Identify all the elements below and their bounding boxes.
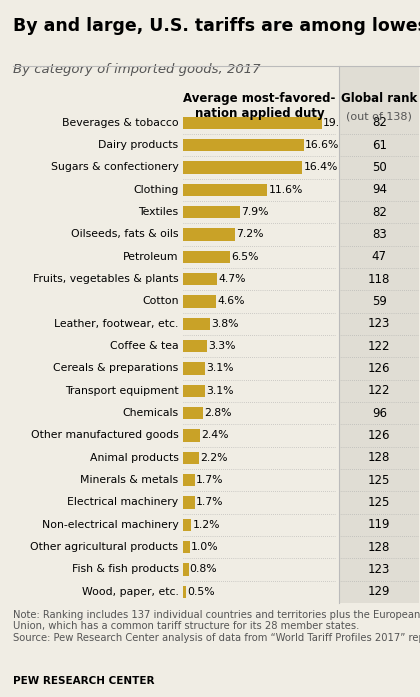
Text: Petroleum: Petroleum: [123, 252, 178, 261]
Bar: [183, 250, 230, 263]
Text: 19.1%: 19.1%: [323, 118, 357, 128]
Bar: [183, 296, 216, 307]
Text: 11.6%: 11.6%: [268, 185, 303, 194]
Text: 7.2%: 7.2%: [236, 229, 264, 239]
Text: 2.2%: 2.2%: [200, 453, 227, 463]
Text: Fish & fish products: Fish & fish products: [71, 565, 178, 574]
Text: 1.0%: 1.0%: [191, 542, 219, 552]
Text: 128: 128: [368, 541, 391, 553]
Text: 0.5%: 0.5%: [187, 587, 215, 597]
Bar: [183, 407, 203, 419]
Bar: [183, 585, 186, 598]
Text: 82: 82: [372, 206, 387, 219]
Text: 4.7%: 4.7%: [218, 274, 246, 284]
Bar: [183, 161, 302, 174]
Text: Clothing: Clothing: [133, 185, 178, 194]
Text: Minerals & metals: Minerals & metals: [80, 475, 178, 485]
Text: Other manufactured goods: Other manufactured goods: [31, 430, 178, 441]
Text: Wood, paper, etc.: Wood, paper, etc.: [81, 587, 178, 597]
Text: 1.7%: 1.7%: [196, 475, 224, 485]
Text: Chemicals: Chemicals: [122, 408, 178, 418]
Text: 2.4%: 2.4%: [201, 430, 229, 441]
Bar: [183, 206, 240, 218]
Bar: [183, 563, 189, 576]
Text: 0.8%: 0.8%: [190, 565, 217, 574]
Text: 50: 50: [372, 161, 387, 174]
Text: Beverages & tobacco: Beverages & tobacco: [62, 118, 178, 128]
Text: Note: Ranking includes 137 individual countries and territories plus the Europea: Note: Ranking includes 137 individual co…: [13, 610, 420, 643]
Text: 128: 128: [368, 451, 391, 464]
Text: 126: 126: [368, 362, 391, 375]
Text: 61: 61: [372, 139, 387, 151]
Text: 3.1%: 3.1%: [206, 385, 234, 396]
Text: 83: 83: [372, 228, 387, 241]
Bar: [183, 273, 217, 285]
Text: 7.9%: 7.9%: [241, 207, 269, 217]
Text: 123: 123: [368, 317, 391, 330]
Text: Textiles: Textiles: [138, 207, 178, 217]
Text: 119: 119: [368, 519, 391, 531]
Bar: [183, 183, 268, 196]
Text: 122: 122: [368, 384, 391, 397]
Text: Oilseeds, fats & oils: Oilseeds, fats & oils: [71, 229, 178, 239]
Bar: [183, 385, 205, 397]
Text: 82: 82: [372, 116, 387, 129]
Text: 96: 96: [372, 406, 387, 420]
Bar: [183, 228, 235, 240]
Text: By category of imported goods, 2017: By category of imported goods, 2017: [13, 63, 260, 76]
Text: 3.3%: 3.3%: [208, 341, 235, 351]
Text: 3.1%: 3.1%: [206, 363, 234, 374]
Text: 126: 126: [368, 429, 391, 442]
Bar: [183, 116, 322, 129]
Text: Cereals & preparations: Cereals & preparations: [53, 363, 178, 374]
Text: Animal products: Animal products: [89, 453, 178, 463]
Text: 129: 129: [368, 585, 391, 598]
Text: (out of 138): (out of 138): [346, 112, 412, 121]
Bar: [183, 318, 210, 330]
Text: 2.8%: 2.8%: [204, 408, 232, 418]
Text: Transport equipment: Transport equipment: [65, 385, 178, 396]
Text: 59: 59: [372, 295, 387, 308]
Text: Leather, footwear, etc.: Leather, footwear, etc.: [54, 319, 178, 329]
Text: 123: 123: [368, 563, 391, 576]
Bar: [183, 519, 192, 531]
Bar: [183, 429, 200, 441]
Text: 125: 125: [368, 496, 391, 509]
Bar: [183, 340, 207, 352]
Text: Sugars & confectionery: Sugars & confectionery: [51, 162, 178, 172]
Bar: [183, 496, 195, 509]
Text: Coffee & tea: Coffee & tea: [110, 341, 178, 351]
Text: 125: 125: [368, 473, 391, 487]
Text: Fruits, vegetables & plants: Fruits, vegetables & plants: [33, 274, 178, 284]
Bar: [183, 452, 199, 464]
Text: Dairy products: Dairy products: [98, 140, 178, 150]
Text: 1.2%: 1.2%: [192, 520, 220, 530]
Text: Non-electrical machinery: Non-electrical machinery: [42, 520, 178, 530]
Text: 118: 118: [368, 273, 391, 286]
Text: Average most-favored-
nation applied duty: Average most-favored- nation applied dut…: [183, 92, 336, 120]
Text: Cotton: Cotton: [142, 296, 178, 307]
Text: Global rank: Global rank: [341, 92, 417, 105]
Text: By and large, U.S. tariffs are among lowest in world: By and large, U.S. tariffs are among low…: [13, 17, 420, 36]
Text: 47: 47: [372, 250, 387, 263]
Text: PEW RESEARCH CENTER: PEW RESEARCH CENTER: [13, 676, 154, 686]
Bar: [183, 474, 195, 487]
Text: 16.4%: 16.4%: [304, 162, 338, 172]
Text: 4.6%: 4.6%: [218, 296, 245, 307]
Text: 3.8%: 3.8%: [212, 319, 239, 329]
Text: Other agricultural products: Other agricultural products: [31, 542, 178, 552]
Bar: [183, 139, 304, 151]
Text: Electrical machinery: Electrical machinery: [67, 498, 178, 507]
Bar: [183, 541, 190, 553]
Text: 94: 94: [372, 183, 387, 196]
Text: 1.7%: 1.7%: [196, 498, 224, 507]
Bar: [183, 362, 205, 374]
Text: 16.6%: 16.6%: [305, 140, 339, 150]
Text: 6.5%: 6.5%: [231, 252, 259, 261]
Text: 122: 122: [368, 339, 391, 353]
